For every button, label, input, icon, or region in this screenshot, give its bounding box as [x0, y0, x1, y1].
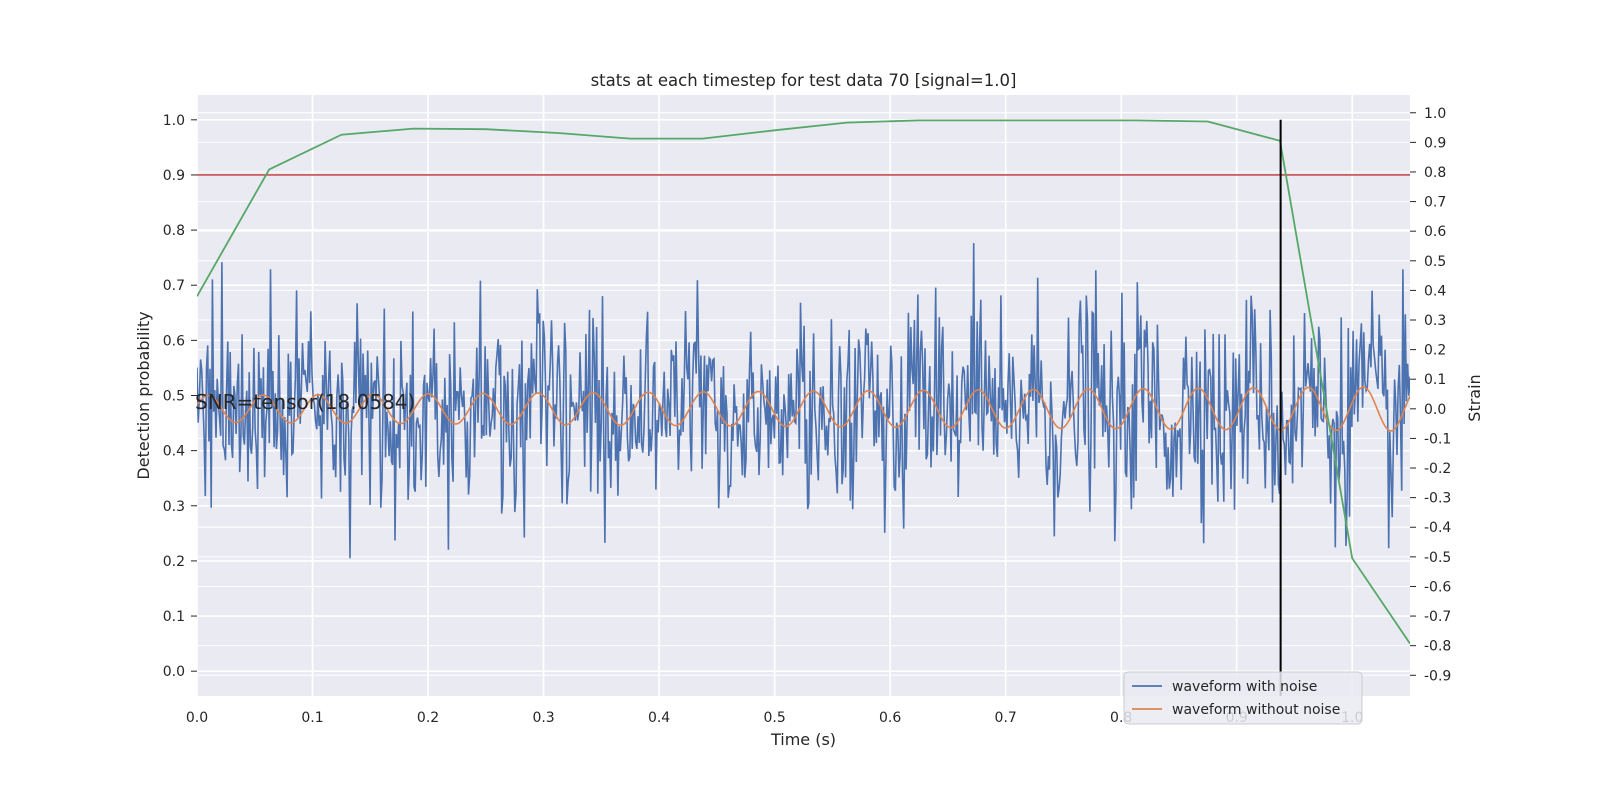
y-right-tick-label: 0.1: [1424, 372, 1446, 388]
y-right-tick-label: 1.0: [1424, 106, 1446, 122]
legend: waveform with noise waveform without noi…: [1123, 671, 1363, 725]
y-right-tick-label: -0.5: [1424, 550, 1451, 566]
x-tick-label: 0.3: [532, 710, 554, 726]
x-tick-label: 0.4: [648, 710, 670, 726]
legend-box: [1123, 671, 1363, 725]
y-left-axis-ticks: 0.0 0.1 0.2 0.3 0.4 0.5 0.6 0.7 0.8 0.9 1.0: [163, 113, 197, 680]
snr-annotation: SNR=tensor(18.0584): [195, 390, 415, 414]
y-right-tick-label: 0.6: [1424, 224, 1446, 240]
y-left-tick-label: 0.9: [163, 168, 185, 184]
y-left-tick-label: 0.2: [163, 554, 185, 570]
y-right-tick-label: -0.1: [1424, 431, 1451, 447]
y-left-tick-label: 0.0: [163, 664, 185, 680]
y-right-tick-label: -0.6: [1424, 579, 1451, 595]
x-tick-label: 0.7: [995, 710, 1017, 726]
y-right-tick-label: -0.2: [1424, 461, 1451, 477]
y-left-tick-label: 0.8: [163, 223, 185, 239]
y-left-tick-label: 0.6: [163, 333, 185, 349]
y-left-tick-label: 0.5: [163, 389, 185, 405]
series-line-waveform-without-noise: [197, 386, 1410, 432]
x-tick-label: 0.2: [417, 710, 439, 726]
y-left-axis-label: Detection probability: [134, 311, 153, 479]
y-left-tick-label: 0.3: [163, 499, 185, 515]
y-left-tick-label: 1.0: [163, 113, 185, 129]
y-right-tick-label: 0.0: [1424, 402, 1446, 418]
y-right-tick-label: 0.7: [1424, 195, 1446, 211]
y-right-axis-label: Strain: [1465, 374, 1484, 421]
y-right-tick-label: 0.8: [1424, 165, 1446, 181]
series-line-detection-probability: [197, 119, 1410, 645]
y-right-tick-label: 0.5: [1424, 254, 1446, 270]
x-axis-label: Time (s): [770, 730, 836, 749]
x-tick-label: 0.1: [301, 710, 323, 726]
legend-label-waveform-without-noise: waveform without noise: [1172, 702, 1340, 718]
y-right-tick-label: 0.3: [1424, 313, 1446, 329]
y-right-axis-ticks: -0.9 -0.8 -0.7 -0.6 -0.5 -0.4 -0.3 -0.2 -0.1 0.0 0…: [1410, 106, 1451, 684]
y-right-tick-label: -0.4: [1424, 520, 1451, 536]
chart-title: stats at each timestep for test data 70 …: [591, 71, 1017, 90]
y-right-tick-label: 0.2: [1424, 343, 1446, 359]
y-left-tick-label: 0.1: [163, 609, 185, 625]
x-tick-label: 0.0: [186, 710, 208, 726]
y-right-tick-label: -0.9: [1424, 668, 1451, 684]
x-tick-label: 0.6: [879, 710, 901, 726]
legend-label-waveform-with-noise: waveform with noise: [1172, 679, 1317, 695]
series-line-waveform-with-noise: [197, 243, 1410, 559]
y-right-tick-label: -0.7: [1424, 609, 1451, 625]
y-right-tick-label: 0.9: [1424, 135, 1446, 151]
y-left-tick-label: 0.7: [163, 278, 185, 294]
y-left-tick-label: 0.4: [163, 444, 185, 460]
y-right-tick-label: 0.4: [1424, 283, 1446, 299]
x-tick-label: 0.5: [763, 710, 785, 726]
y-right-tick-label: -0.3: [1424, 491, 1451, 507]
y-right-tick-label: -0.8: [1424, 639, 1451, 655]
